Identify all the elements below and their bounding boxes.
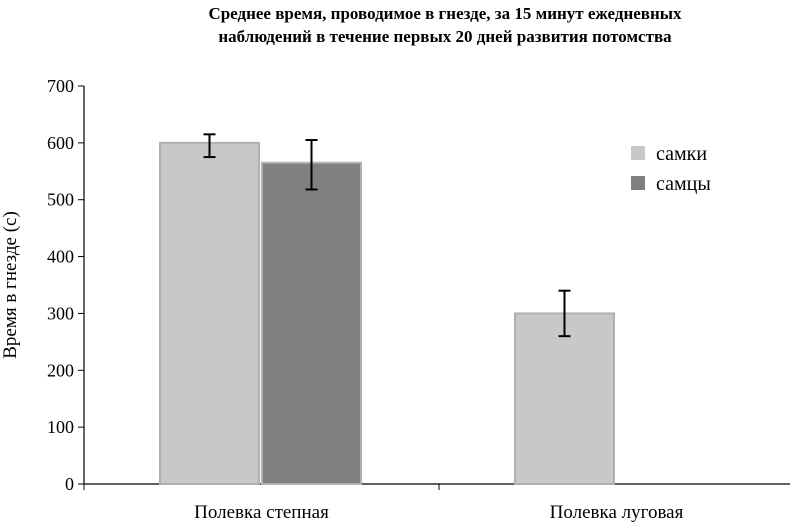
chart-title-line-2: наблюдений в течение первых 20 дней разв… (218, 27, 672, 46)
bar-самки-0 (159, 141, 260, 485)
y-tick-label: 100 (47, 417, 74, 437)
chart-title-line-1: Среднее время, проводимое в гнезде, за 1… (208, 4, 682, 23)
x-category-label: Полевка степная (194, 502, 329, 523)
y-axis-title: Время в гнезде (с) (0, 211, 21, 359)
plot-area: 0 100 200 300 400 500 600 700 Полевка степная Пол… (47, 76, 790, 523)
y-tick-label: 300 (47, 303, 74, 323)
bar-самцы-0 (261, 161, 362, 485)
legend-label: самки (656, 143, 707, 165)
legend: самки самцы (631, 143, 711, 195)
x-category-label: Полевка луговая (550, 502, 684, 523)
legend-swatch-самцы (631, 176, 645, 190)
legend-swatch-самки (631, 146, 645, 160)
y-tick-label: 600 (47, 133, 74, 153)
y-tick-label: 700 (47, 76, 74, 96)
y-tick-label: 0 (65, 474, 74, 494)
y-tick-label: 200 (47, 360, 74, 380)
y-tick-label: 400 (47, 247, 74, 267)
y-tick-label: 500 (47, 190, 74, 210)
bar-самки-1 (514, 312, 615, 485)
legend-label: самцы (656, 173, 711, 195)
